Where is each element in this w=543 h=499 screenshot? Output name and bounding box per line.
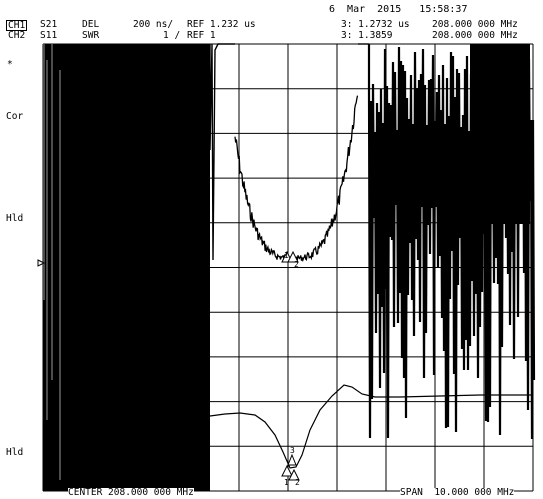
ch2-marker-readout: 3: 1.3859 — [341, 30, 393, 41]
star-annotation: * — [7, 59, 13, 70]
ch1-marker-readout: 3: 1.2732 us — [341, 19, 410, 30]
upper-marker-triangle-2 — [287, 250, 299, 263]
ch2-swr-trace — [209, 384, 533, 469]
lower-marker-triangle-3 — [287, 453, 297, 466]
ch2-scale: 1 / — [163, 30, 181, 41]
ref-arrow — [37, 259, 46, 267]
lower-marker-group: 3 1 2 — [281, 446, 300, 487]
lower-marker-label-2: 2 — [295, 478, 300, 487]
ch2-label[interactable]: CH2 — [8, 30, 26, 41]
center-frequency: CENTER 208.000 000 MHz — [68, 487, 194, 498]
ch2-param: S11 — [40, 30, 58, 41]
correction-annotation: Cor — [6, 111, 24, 122]
lower-marker-triangle-2 — [288, 468, 300, 481]
lower-marker-label-1: 1 — [284, 478, 289, 487]
ch1-trace-right-block — [470, 44, 530, 224]
lower-marker-triangle-1 — [281, 464, 293, 477]
upper-marker-label-1: 1 — [284, 251, 289, 260]
ch1-label[interactable]: CH1 — [6, 20, 28, 31]
lower-marker-label-3: 3 — [290, 446, 295, 455]
span-frequency: SPAN 10.000 000 MHz — [400, 487, 515, 498]
ch1-trace-left-noise — [43, 44, 210, 491]
upper-marker-group: 1 2 — [281, 250, 299, 269]
ch1-marker-frequency: 208.000 000 MHz — [432, 19, 518, 30]
ch1-param: S21 — [40, 19, 58, 30]
ch1-ref: REF 1.232 us — [187, 19, 256, 30]
hold-annotation-ch1: Hld — [6, 213, 24, 224]
upper-marker-label-2: 2 — [294, 260, 299, 269]
ch1-scale: 200 ns/ — [133, 19, 174, 30]
hold-annotation-ch2: Hld — [6, 447, 24, 458]
ch1-trace-passband-left — [209, 43, 235, 261]
ch2-ref: REF 1 — [187, 30, 216, 41]
ch2-marker-frequency: 208.000 000 MHz — [432, 30, 518, 41]
date-time: 6 Mar 2015 15:58:37 — [329, 4, 468, 15]
ch2-format: SWR — [82, 30, 100, 41]
ch1-format: DEL — [82, 19, 100, 30]
